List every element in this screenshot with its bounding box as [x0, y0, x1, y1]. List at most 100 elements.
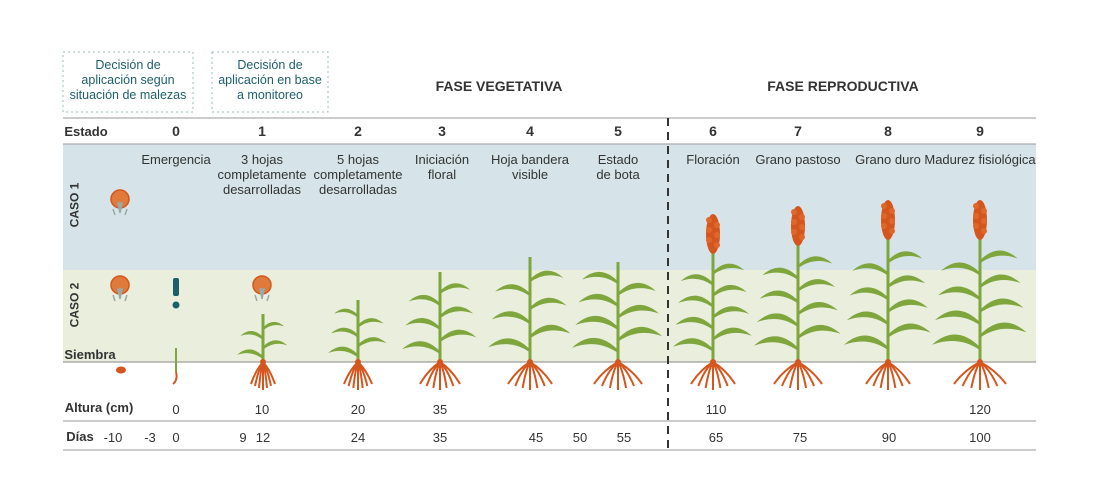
leaf: [980, 322, 1027, 338]
stage-number: 6: [709, 123, 717, 139]
leaf: [581, 271, 618, 285]
grain: [714, 232, 720, 238]
height-value: 120: [969, 402, 991, 417]
stage-number: 1: [258, 123, 266, 139]
day-value: -10: [103, 430, 123, 445]
note-box: [211, 51, 329, 113]
leaf: [440, 306, 474, 319]
leaf: [408, 294, 440, 307]
stage-number: 0: [172, 123, 180, 139]
leaf: [713, 327, 752, 341]
root: [617, 361, 643, 385]
leaf: [618, 282, 656, 296]
grain: [799, 214, 805, 220]
leaf: [530, 297, 567, 311]
leaf: [852, 263, 888, 276]
leaf: [932, 334, 980, 351]
grain: [791, 209, 797, 215]
leaf: [618, 304, 660, 319]
grain: [799, 234, 805, 240]
grain: [889, 218, 895, 224]
leaf: [405, 318, 440, 331]
grain: [706, 227, 712, 233]
grain: [973, 203, 979, 209]
leaf: [798, 256, 833, 269]
stage-number: 2: [354, 123, 362, 139]
stage-number: 4: [526, 123, 534, 139]
day-value: 65: [708, 430, 724, 445]
note: Decisión de aplicación según situación d…: [69, 58, 187, 102]
leaf: [680, 274, 713, 286]
leaf: [798, 324, 841, 340]
grain: [881, 213, 887, 219]
grain: [714, 222, 720, 228]
height-value: 10: [254, 402, 270, 417]
stage-name: Madurez fisiológica: [924, 152, 1036, 167]
day-value: 90: [881, 430, 897, 445]
leaf: [495, 284, 530, 297]
leaf: [331, 327, 358, 338]
stage-name: Estado de bota: [596, 152, 640, 182]
row-label: Altura (cm): [64, 400, 134, 415]
alert-icon: [173, 278, 179, 296]
leaf: [941, 262, 980, 276]
plants: [110, 189, 1027, 390]
leaf: [358, 318, 384, 328]
case-label: CASO 2: [67, 282, 82, 328]
stage-name: Grano duro: [855, 152, 921, 167]
leaf: [888, 251, 923, 264]
grain: [791, 229, 797, 235]
leaf: [888, 299, 928, 313]
root: [797, 361, 823, 385]
leaf: [756, 313, 798, 328]
leaf: [578, 293, 618, 308]
leaf: [328, 346, 358, 358]
leaf: [488, 338, 530, 353]
stage-number: 8: [884, 123, 892, 139]
root: [172, 371, 178, 385]
leaf: [935, 310, 980, 326]
row-label: Estado: [64, 124, 108, 139]
grain: [791, 219, 797, 225]
grain: [714, 242, 720, 248]
leaf: [846, 311, 888, 326]
leaf: [263, 321, 285, 331]
root: [357, 361, 373, 385]
root: [439, 361, 461, 385]
height-value: 110: [705, 402, 727, 417]
leaf: [334, 308, 358, 318]
day-value: 55: [616, 430, 632, 445]
leaf: [938, 286, 980, 301]
root: [262, 361, 276, 385]
stage-name: 5 hojas completamente desarrolladas: [313, 152, 403, 197]
alert-icon: [172, 301, 180, 309]
stage-name: Iniciación floral: [414, 152, 470, 182]
stage-name: Hoja bandera visible: [490, 152, 570, 182]
grain: [799, 224, 805, 230]
grain: [981, 208, 987, 214]
leaf: [980, 298, 1024, 313]
stage-number: 7: [794, 123, 802, 139]
leaf: [530, 324, 571, 339]
note-box: [62, 51, 194, 113]
leaf: [888, 275, 926, 289]
phase-title: FASE VEGETATIVA: [435, 78, 563, 94]
leaf: [358, 337, 387, 348]
note: Decisión de aplicación en base a monitor…: [218, 58, 322, 102]
day-value: 75: [792, 430, 808, 445]
day-value: 9: [239, 430, 247, 445]
stage-name: Floración: [686, 152, 740, 167]
leaf: [618, 326, 663, 342]
height-value: 20: [350, 402, 366, 417]
leaf: [713, 284, 747, 297]
stage-name: Emergencia: [141, 152, 211, 167]
leaf: [240, 331, 263, 341]
stage-number: 9: [976, 123, 984, 139]
leaf: [798, 279, 836, 292]
case-label: CASO 1: [67, 182, 82, 228]
leaf: [759, 290, 798, 304]
leaf: [237, 349, 263, 360]
day-value: 45: [528, 430, 544, 445]
